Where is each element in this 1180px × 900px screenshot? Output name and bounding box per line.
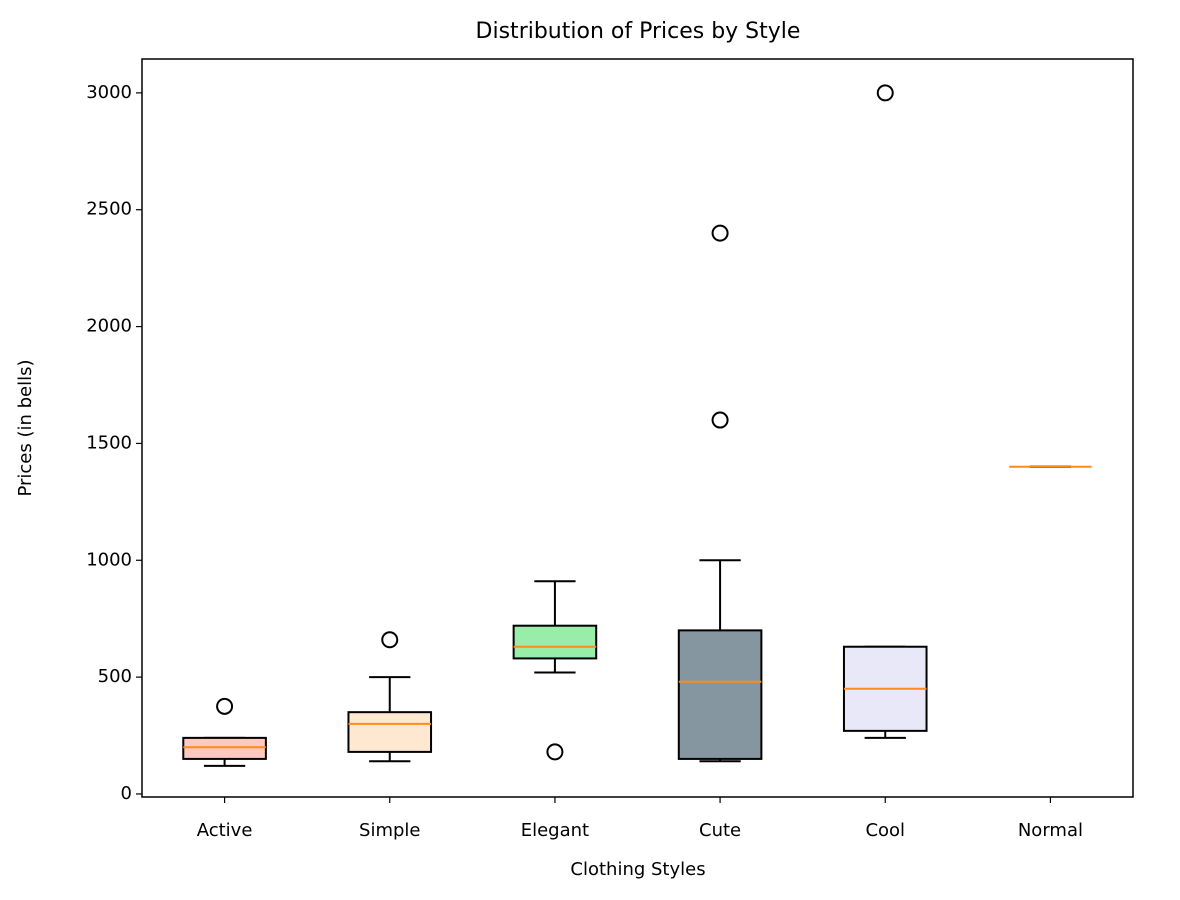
x-tick-label: Cool xyxy=(865,820,905,841)
y-tick-label: 2500 xyxy=(86,199,132,220)
y-tick-label: 0 xyxy=(121,783,132,804)
plot-frame xyxy=(141,58,1134,798)
outlier xyxy=(216,697,234,715)
y-tick-label: 2000 xyxy=(86,316,132,337)
x-axis-label: Clothing Styles xyxy=(570,859,705,880)
y-tick-label: 3000 xyxy=(86,82,132,103)
box xyxy=(182,736,267,760)
y-axis-label: Prices (in bells) xyxy=(15,359,36,496)
outlier xyxy=(711,411,729,429)
outlier xyxy=(381,631,399,649)
y-tick-label: 1000 xyxy=(86,549,132,570)
y-tick-label: 1500 xyxy=(86,432,132,453)
x-tick-label: Cute xyxy=(699,820,741,841)
y-tick-label: 500 xyxy=(98,666,132,687)
outlier xyxy=(876,84,894,102)
x-tick-label: Normal xyxy=(1018,820,1083,841)
box xyxy=(677,629,763,760)
x-tick-label: Elegant xyxy=(521,820,589,841)
outlier xyxy=(546,743,564,761)
box xyxy=(512,624,598,660)
box xyxy=(347,711,433,753)
outlier xyxy=(711,224,729,242)
x-tick-label: Active xyxy=(197,820,253,841)
chart-title: Distribution of Prices by Style xyxy=(476,19,801,44)
x-tick-label: Simple xyxy=(359,820,420,841)
